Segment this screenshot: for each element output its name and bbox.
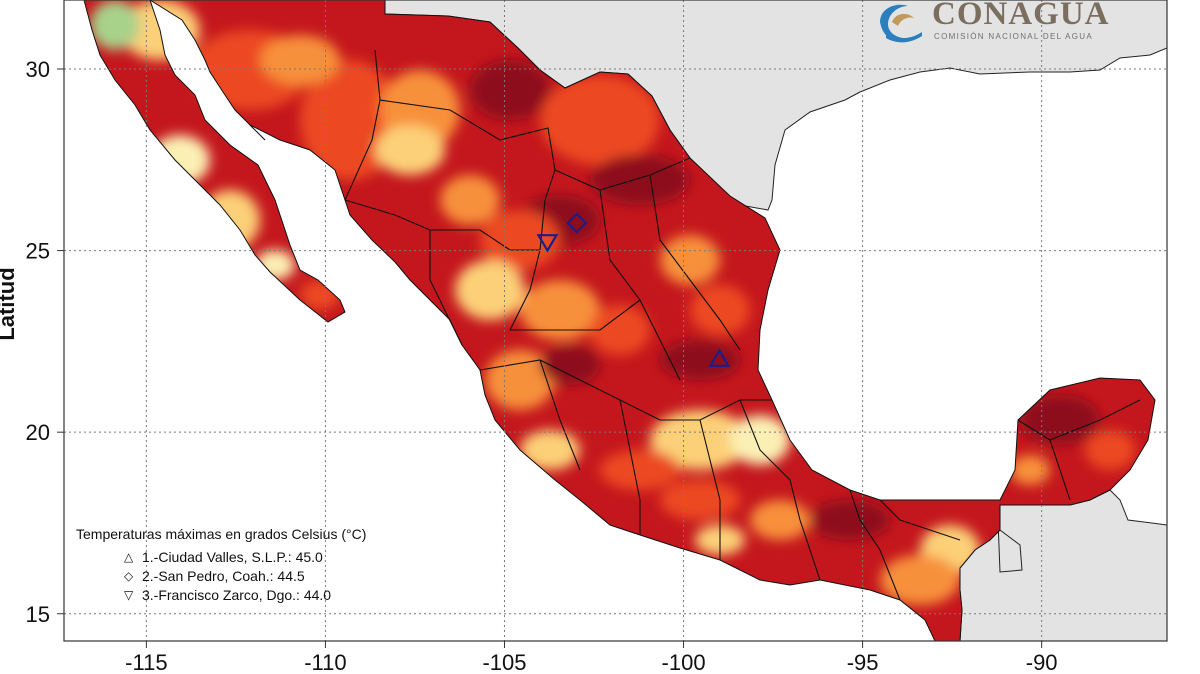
conagua-logo: CONAGUA COMISIÓN NACIONAL DEL AGUA bbox=[874, 0, 1134, 50]
diamond-marker bbox=[566, 212, 588, 234]
logo-subtitle: COMISIÓN NACIONAL DEL AGUA bbox=[934, 32, 1094, 41]
y-axis-title: Latitud bbox=[0, 267, 19, 340]
legend-item: △ 1.-Ciudad Valles, S.L.P.: 45.0 bbox=[124, 548, 366, 567]
grid-lines bbox=[64, 0, 1167, 641]
legend-item: ▽ 3.-Francisco Zarco, Dgo.: 44.0 bbox=[124, 586, 366, 605]
state-borders bbox=[249, 49, 1141, 601]
conagua-emblem-icon bbox=[880, 4, 922, 43]
x-tick-label: -100 bbox=[662, 650, 706, 674]
triangle-up-marker bbox=[708, 348, 731, 367]
x-tick-label: -95 bbox=[847, 650, 879, 674]
triangle-down-icon: ▽ bbox=[124, 588, 134, 602]
y-tick-label: 25 bbox=[26, 239, 50, 264]
station-markers bbox=[536, 212, 731, 367]
y-tick-label: 30 bbox=[26, 57, 50, 82]
legend-item-label: 1.-Ciudad Valles, S.L.P.: 45.0 bbox=[142, 549, 323, 565]
legend-title: Temperaturas máximas en grados Celsius (… bbox=[76, 526, 367, 542]
triangle-up-icon: △ bbox=[124, 550, 134, 564]
x-tick-label: -115 bbox=[125, 650, 167, 674]
legend-item-label: 3.-Francisco Zarco, Dgo.: 44.0 bbox=[142, 587, 332, 603]
triangle-down-marker bbox=[536, 234, 559, 253]
x-tick-label: -90 bbox=[1026, 650, 1058, 674]
axis-ticks: -115 -110 -105 -100 -95 -90 30 25 20 15 bbox=[26, 57, 1058, 674]
diamond-icon: ◇ bbox=[124, 569, 134, 583]
y-tick-label: 15 bbox=[26, 602, 50, 627]
legend-item-label: 2.-San Pedro, Coah.: 44.5 bbox=[142, 568, 305, 584]
legend-item: ◇ 2.-San Pedro, Coah.: 44.5 bbox=[124, 567, 366, 586]
legend: Temperaturas máximas en grados Celsius (… bbox=[76, 526, 366, 605]
x-tick-label: -110 bbox=[304, 650, 346, 674]
x-tick-label: -105 bbox=[482, 650, 526, 674]
y-tick-label: 20 bbox=[26, 420, 50, 445]
map-frame bbox=[63, 0, 1168, 642]
logo-wordmark: CONAGUA bbox=[932, 0, 1110, 32]
